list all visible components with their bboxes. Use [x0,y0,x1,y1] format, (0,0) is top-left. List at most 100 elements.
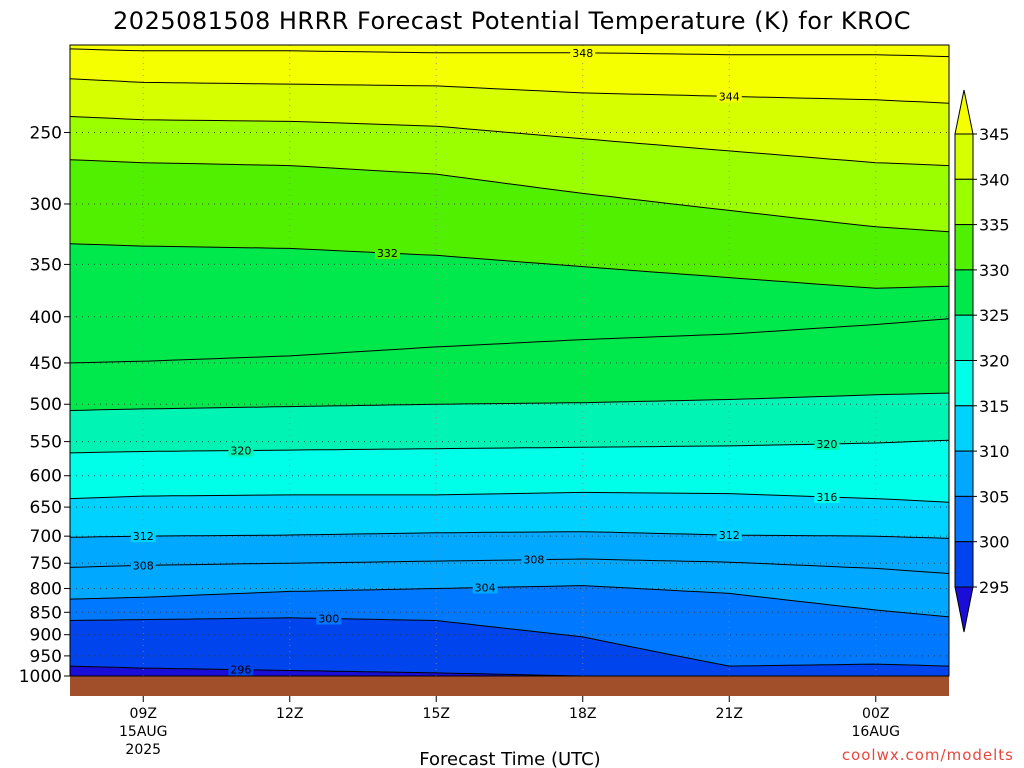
contour-line-316 [70,491,949,503]
contour-line-304 [70,585,949,618]
contour-label-308: 308 [523,554,544,567]
contour-lines [70,48,949,676]
y-tick-label-600: 600 [30,467,62,487]
chart-title: 2025081508 HRRR Forecast Potential Tempe… [113,7,911,35]
colorbar-segment [954,133,974,180]
contour-label-320: 320 [816,438,837,451]
y-tick-label-500: 500 [30,395,62,415]
contour-line-308 [70,558,949,574]
contour-line-332 [70,243,949,289]
ground-surface [70,676,949,696]
y-tick-label-800: 800 [30,580,62,600]
y-tick-label-350: 350 [30,255,62,275]
y-tick-label-400: 400 [30,308,62,328]
y-tick-label-950: 950 [30,647,62,667]
y-tick-label-900: 900 [30,626,62,646]
contour-line-324 [70,392,949,411]
contour-label-bg [716,90,742,103]
contour-label-bg [814,490,840,503]
contour-label-bg [374,247,400,260]
colorbar-label-340: 340 [979,170,1010,189]
contour-label-bg [316,612,342,625]
y-axis: 250 300 350 400 450 500 550 600 650 700 750 800 850 9… [19,123,70,687]
x-tick-label-3: 18Z [569,706,596,722]
colorbar-segment [954,450,974,497]
contour-label-bg [130,530,156,543]
y-tick-label-700: 700 [30,527,62,547]
y-tick-label-450: 450 [30,354,62,374]
contour-label-bg [472,581,498,594]
y-tick-label-300: 300 [30,195,62,215]
x-axis-label: Forecast Time (UTC) [419,749,600,768]
colorbar-label-345: 345 [979,125,1010,144]
y-tick-label-650: 650 [30,498,62,518]
colorbar-segment [954,224,974,271]
contour-line-328 [70,318,949,364]
y-tick-label-750: 750 [30,554,62,574]
contour-label-308: 308 [133,559,154,572]
band-fill-344 [70,45,949,104]
contour-label-312: 312 [719,529,740,542]
contour-line-312 [70,531,949,539]
colorbar: 345 340 335 330 325 320 315 310 305 300 295 [954,89,1010,633]
contour-label-304: 304 [475,582,496,595]
x-tick-label-0: 09Z [130,706,157,722]
colorbar-label-325: 325 [979,306,1010,325]
y-tick-label-850: 850 [30,603,62,623]
x-tick-sublabel: 2025 [125,742,161,758]
band-fill-348 [70,45,949,57]
colorbar-segment [954,541,974,588]
contour-line-320 [70,439,949,454]
contour-label-bg [716,529,742,542]
contour-labels: 348 344 332 320 320 316 312 312 308 308 304 300 296 [130,46,840,677]
contour-label-bg [228,663,254,676]
x-tick-label-1: 12Z [276,706,303,722]
plot-frame [69,44,950,677]
contour-label-bg [521,553,547,566]
credit-text: coolwx.com/modelts [842,746,1014,764]
filled-contours [70,45,949,676]
colorbar-label-320: 320 [979,352,1010,371]
colorbar-label-305: 305 [979,487,1010,506]
contour-line-296 [70,665,949,676]
x-tick-sublabel: 15AUG [119,724,168,740]
contour-label-316: 316 [816,491,837,504]
plot-area: 348 344 332 320 320 316 312 312 308 308 304 300 296 [70,45,949,677]
contour-label-bg [130,559,156,572]
contour-label-332: 332 [377,247,398,260]
contour-line-300 [70,617,949,667]
colorbar-segment [954,495,974,543]
contour-label-296: 296 [230,664,251,677]
contour-label-348: 348 [572,47,593,60]
colorbar-label-300: 300 [979,533,1010,552]
colorbar-label-310: 310 [979,442,1010,461]
colorbar-segment [954,405,974,452]
colorbar-segment [954,360,974,407]
contour-line-336 [70,159,949,233]
contour-label-bg [814,437,840,450]
contour-label-bg [228,444,254,457]
contour-label-bg [570,46,596,59]
x-axis: 09Z 15AUG 2025 12Z 15Z 18Z 21Z 00Z 16AUG [119,696,900,758]
colorbar-segment [954,269,974,316]
x-tick-sublabel: 16AUG [852,724,901,740]
y-tick-label-250: 250 [30,123,62,143]
contour-label-312: 312 [133,530,154,543]
x-tick-label-2: 15Z [423,706,450,722]
contour-line-348 [70,48,949,58]
colorbar-segment [954,314,974,362]
colorbar-label-330: 330 [979,261,1010,280]
contour-label-320: 320 [230,445,251,458]
x-tick-label-5: 00Z [862,706,889,722]
colorbar-arrow-bottom [954,586,974,633]
colorbar-label-295: 295 [979,578,1010,597]
colorbar-segment [954,178,974,226]
colorbar-label-335: 335 [979,216,1010,235]
y-tick-label-550: 550 [30,433,62,453]
y-tick-label-1000: 1000 [19,667,62,687]
x-tick-label-4: 21Z [716,706,743,722]
contour-line-340 [70,116,949,167]
colorbar-arrow-top [954,89,974,135]
contour-label-300: 300 [318,613,339,626]
